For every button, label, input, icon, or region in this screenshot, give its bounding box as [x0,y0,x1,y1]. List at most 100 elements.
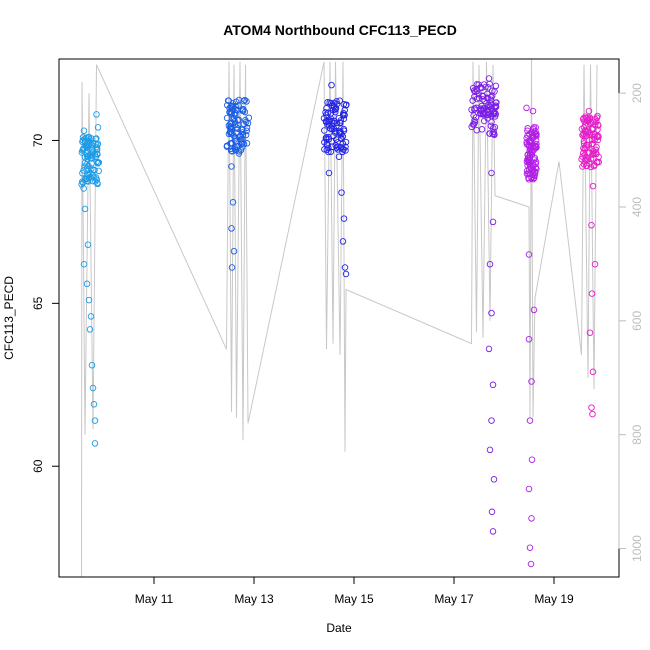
data-point [590,125,597,133]
data-point [238,140,245,147]
data-point [338,189,345,196]
data-point [336,97,343,104]
data-point [230,111,238,118]
data-point [84,241,92,248]
data-point [235,150,243,157]
data-point [530,174,538,182]
data-point [590,155,597,162]
data-point [80,167,87,174]
data-point [233,124,240,131]
data-point [86,326,94,333]
data-point [91,440,99,447]
data-point [479,96,486,103]
data-point [528,147,535,154]
data-point [490,130,498,138]
data-point [490,109,498,116]
data-point [325,169,333,177]
data-point [487,122,495,130]
data-point [340,109,347,117]
data-point [580,149,587,157]
data-point [585,117,593,124]
data-point [323,133,330,141]
data-point [470,120,478,128]
data-point [80,260,88,268]
data-point [583,154,590,161]
data-point [525,141,532,149]
data-point [239,143,246,151]
data-point [243,98,250,105]
data-point [532,130,539,138]
data-point [228,264,236,271]
data-points-layer [78,75,602,568]
series-6 [578,107,602,418]
data-point [488,169,495,177]
data-point [79,138,86,146]
data-point [241,108,249,116]
data-point [488,508,496,516]
data-point [528,456,536,463]
data-point [588,404,595,411]
data-point [338,135,345,143]
data-point [242,118,250,126]
data-point [84,170,91,178]
data-point [526,417,534,424]
data-point [523,167,531,175]
data-point [322,117,330,125]
data-point [232,98,240,106]
data-point [488,309,495,317]
data-point [336,119,344,126]
data-point [331,129,339,136]
data-point [524,125,531,132]
data-point [83,150,90,157]
data-point [480,111,488,118]
right-tick-label: 400 [630,197,644,217]
data-point [490,128,498,136]
data-point [81,205,89,213]
series-5 [523,104,540,568]
data-point [589,140,596,148]
data-point [87,313,95,320]
data-point [234,125,241,132]
data-point [93,158,100,165]
data-point [479,93,487,100]
x-axis-label: Date [326,621,352,635]
data-point [471,117,478,124]
data-point [584,114,592,121]
data-point [83,280,91,288]
data-point [528,131,536,138]
data-point [528,515,535,522]
data-point [585,107,593,115]
data-point [81,163,88,170]
data-point [337,134,345,142]
data-point [229,106,237,114]
data-point [525,485,533,493]
data-point [587,163,595,171]
data-point [85,133,93,141]
data-point [489,528,497,535]
data-point [593,143,600,151]
data-point [328,81,335,89]
data-point [229,148,236,155]
data-point [244,119,252,127]
x-tick-label: May 17 [434,592,474,606]
data-point [578,125,586,133]
right-tick-label: 800 [630,424,644,444]
data-point [486,103,494,110]
data-point [342,270,350,278]
series-4 [468,75,500,535]
data-point [523,104,530,112]
data-point [590,162,598,170]
data-point [90,166,97,174]
y-tick-label: 70 [31,133,45,147]
data-point [593,114,601,121]
data-point [325,144,332,152]
data-point [581,157,589,165]
data-point [340,215,348,222]
data-point [239,107,247,115]
data-point [93,111,100,118]
data-point [583,162,590,169]
data-point [322,111,330,119]
data-point [589,150,597,158]
data-point [83,147,91,154]
